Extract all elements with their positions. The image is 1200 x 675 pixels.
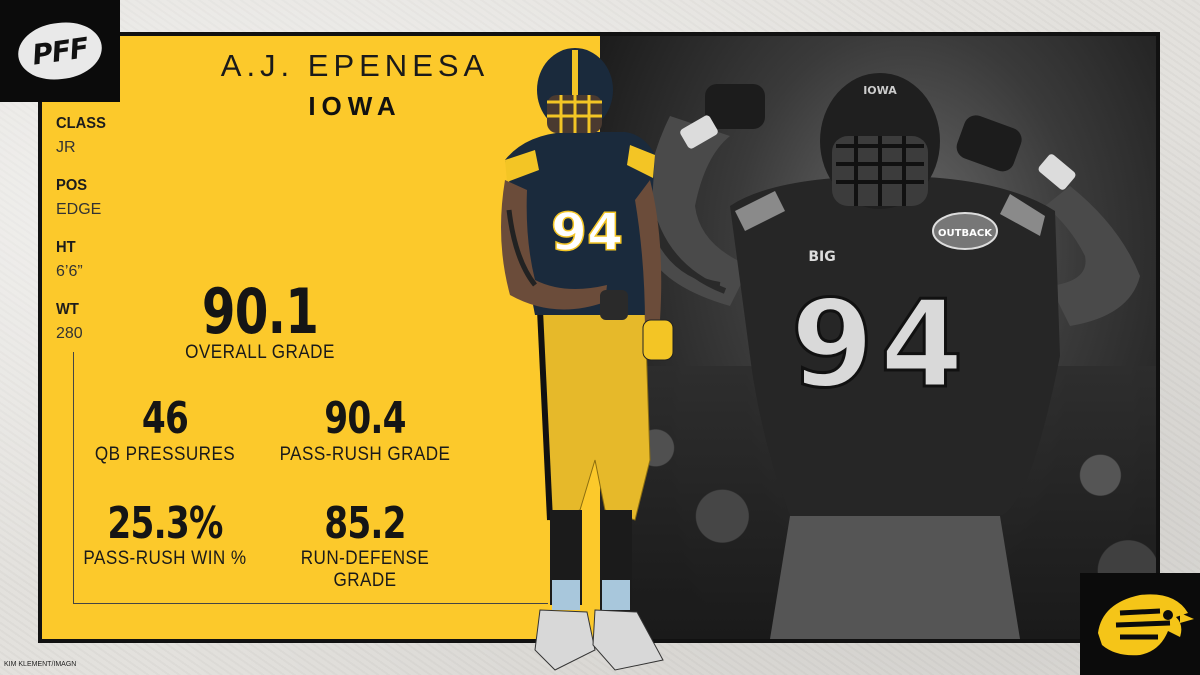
bio-value-pos: EDGE [56, 201, 102, 218]
pass-rush-grade-label: PASS-RUSH GRADE [279, 444, 451, 465]
stats-panel [42, 36, 600, 639]
hawkeye-logo-icon [1098, 594, 1194, 656]
bio-value-wt: 280 [56, 325, 83, 342]
team-logo [1080, 573, 1200, 675]
helmet-text: IOWA [863, 84, 897, 97]
pass-rush-win-label: PASS-RUSH WIN % [83, 548, 247, 569]
celebrating-player-photo: 94 BIG OUTBACK IOWA [644, 73, 1140, 639]
bio-label-class: CLASS [56, 115, 106, 132]
pass-rush-grade-value: 90.4 [324, 393, 406, 444]
cutout-jersey-number: 94 [551, 203, 623, 263]
pff-badge-icon: PFF [14, 17, 106, 85]
overall-grade-value: 90.1 [201, 275, 319, 348]
bio-label-ht: HT [56, 239, 76, 256]
bio-value-class: JR [56, 139, 76, 156]
jersey-number: 94 [791, 276, 970, 415]
action-photo: 94 BIG OUTBACK IOWA [600, 36, 1156, 639]
qb-pressures-label: QB PRESSURES [94, 444, 236, 465]
photo-credit: KIM KLEMENT/IMAGN [4, 661, 77, 668]
qb-pressures-value: 46 [141, 393, 189, 444]
pff-logo-text: PFF [30, 30, 90, 72]
run-defense-grade-label: RUN-DEFENSE GRADE [300, 548, 430, 591]
bio-label-wt: WT [56, 301, 79, 318]
player-cutout-photo: 94 [501, 48, 674, 671]
bio-value-ht: 6’6” [56, 263, 83, 280]
pass-rush-win-value: 25.3% [107, 498, 223, 549]
bracket-line-vertical [73, 352, 74, 603]
bracket-line-horizontal [73, 603, 548, 604]
player-school: IOWA [308, 91, 402, 121]
conference-mark: BIG [808, 249, 835, 265]
bowl-patch-text: OUTBACK [938, 228, 993, 239]
overall-grade-label: OVERALL GRADE [185, 342, 335, 363]
player-name: A.J. EPENESA [220, 48, 490, 83]
pff-logo: PFF [0, 0, 120, 102]
bio-label-pos: POS [56, 177, 88, 194]
run-defense-grade-value: 85.2 [324, 498, 406, 549]
